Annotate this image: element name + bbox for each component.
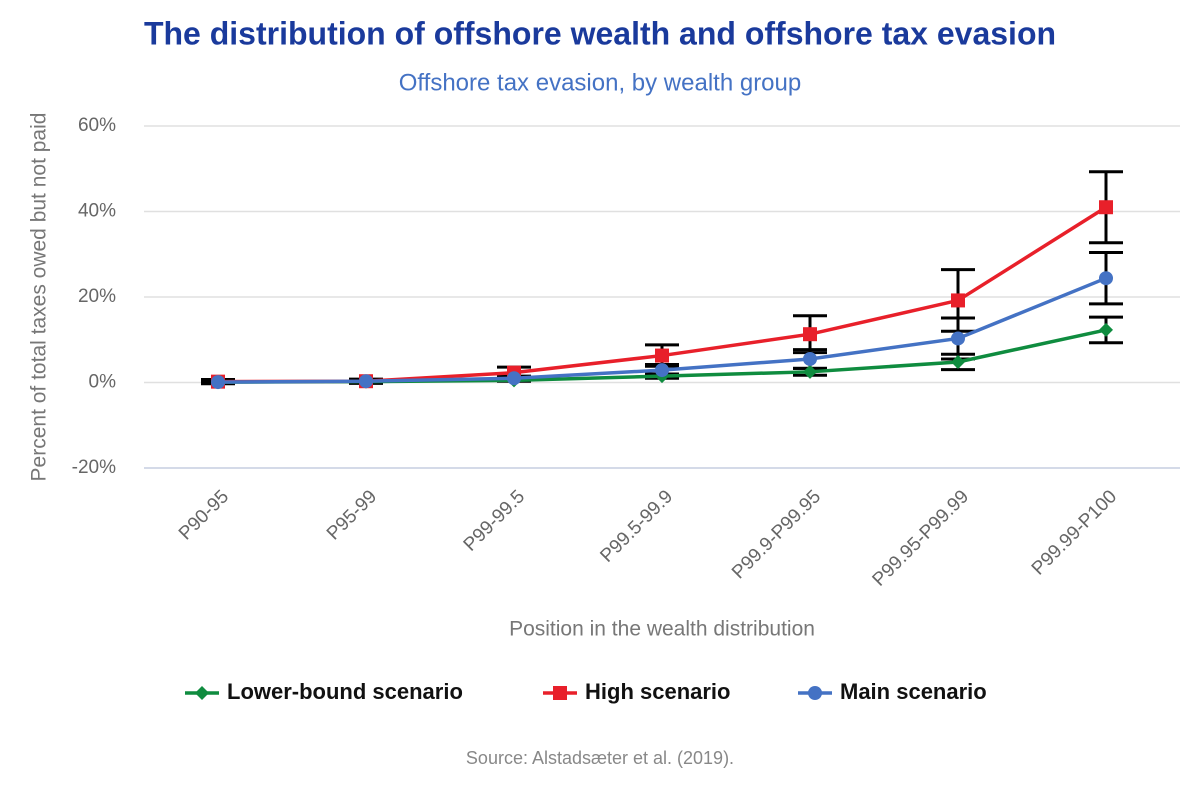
legend-marker <box>195 686 209 700</box>
y-tick-label: -20% <box>72 457 116 478</box>
data-point <box>655 348 669 363</box>
data-point <box>1099 200 1113 215</box>
chart-subtitle: Offshore tax evasion, by wealth group <box>399 69 801 96</box>
y-axis-title: Percent of total taxes owed but not paid <box>28 113 51 482</box>
x-tick-label: P99.95-P99.99 <box>869 486 973 590</box>
data-point <box>655 363 669 378</box>
y-tick-label: 0% <box>89 372 117 393</box>
x-tick-label: P99.9-P99.95 <box>728 486 825 583</box>
legend-marker <box>553 686 567 700</box>
source-note: Source: Alstadsæter et al. (2019). <box>466 748 734 768</box>
data-point <box>803 351 817 366</box>
legend-label: Main scenario <box>840 679 987 704</box>
y-tick-label: 20% <box>78 286 116 307</box>
data-point <box>1099 271 1113 286</box>
legend-label: High scenario <box>585 679 730 704</box>
y-tick-label: 40% <box>78 201 116 222</box>
chart-title: The distribution of offshore wealth and … <box>144 15 1056 51</box>
x-tick-label: P99.5-99.9 <box>596 486 677 567</box>
x-tick-label: P90-95 <box>175 486 233 544</box>
x-tick-label: P95-99 <box>323 486 381 544</box>
x-tick-label: P99-99.5 <box>460 486 529 555</box>
data-point <box>803 364 817 379</box>
data-point <box>951 331 965 346</box>
data-point <box>211 375 225 390</box>
x-axis-title: Position in the wealth distribution <box>509 618 815 641</box>
x-tick-label: P99.99-P100 <box>1028 486 1121 579</box>
legend-label: Lower-bound scenario <box>227 679 463 704</box>
legend-marker <box>808 686 822 700</box>
data-point <box>951 354 965 369</box>
data-point <box>803 327 817 342</box>
y-tick-label: 60% <box>78 115 116 136</box>
data-point <box>1099 322 1113 337</box>
data-point <box>359 374 373 389</box>
data-point <box>951 293 965 308</box>
data-point <box>507 371 521 386</box>
